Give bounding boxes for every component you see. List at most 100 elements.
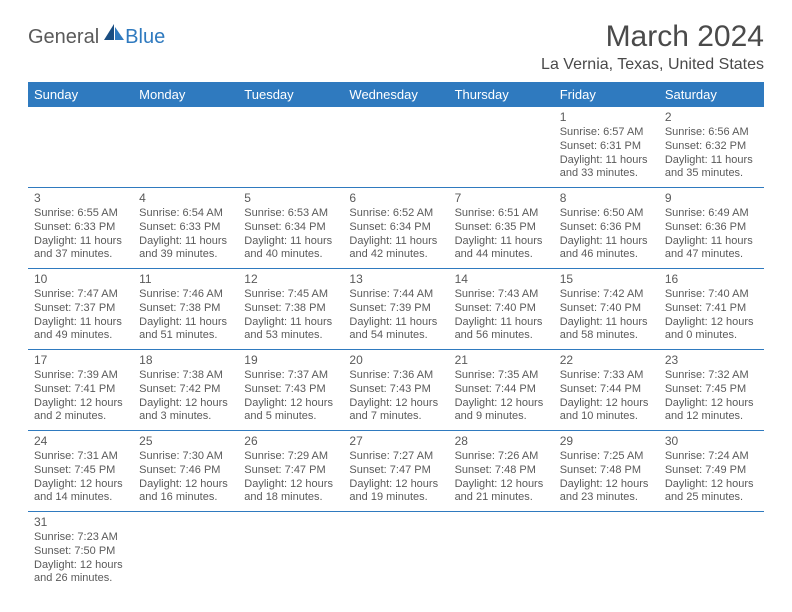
day-detail: Sunset: 7:45 PM [34,464,127,478]
day-number: 10 [34,272,127,287]
logo-text-general: General [28,26,99,49]
day-detail: and 33 minutes. [560,167,653,181]
day-detail: Daylight: 12 hours [34,559,127,573]
calendar-day: 23Sunrise: 7:32 AMSunset: 7:45 PMDayligh… [659,350,764,431]
day-header: Sunday [28,82,133,107]
logo-text-blue: Blue [125,26,165,49]
day-detail: Sunset: 7:40 PM [560,302,653,316]
day-detail: Sunset: 6:34 PM [349,221,442,235]
day-detail: Sunrise: 7:40 AM [665,288,758,302]
calendar-day: 20Sunrise: 7:36 AMSunset: 7:43 PMDayligh… [343,350,448,431]
day-detail: Daylight: 12 hours [139,397,232,411]
day-detail: Sunset: 6:35 PM [455,221,548,235]
day-detail: Sunrise: 6:57 AM [560,126,653,140]
calendar-day: 27Sunrise: 7:27 AMSunset: 7:47 PMDayligh… [343,431,448,512]
day-detail: and 54 minutes. [349,329,442,343]
day-detail: Sunset: 7:40 PM [455,302,548,316]
day-detail: Sunset: 6:34 PM [244,221,337,235]
day-number: 31 [34,515,127,530]
day-detail: Daylight: 11 hours [455,316,548,330]
day-detail: Sunset: 7:49 PM [665,464,758,478]
day-detail: Daylight: 11 hours [455,235,548,249]
day-detail: Sunset: 7:38 PM [244,302,337,316]
calendar-day: 13Sunrise: 7:44 AMSunset: 7:39 PMDayligh… [343,269,448,350]
day-detail: and 10 minutes. [560,410,653,424]
day-detail: Daylight: 11 hours [665,235,758,249]
calendar-week: 24Sunrise: 7:31 AMSunset: 7:45 PMDayligh… [28,431,764,512]
calendar-day: 8Sunrise: 6:50 AMSunset: 6:36 PMDaylight… [554,188,659,269]
day-detail: and 16 minutes. [139,491,232,505]
day-number: 15 [560,272,653,287]
calendar-day: 24Sunrise: 7:31 AMSunset: 7:45 PMDayligh… [28,431,133,512]
day-number: 19 [244,353,337,368]
day-detail: Sunrise: 7:44 AM [349,288,442,302]
day-detail: Daylight: 12 hours [665,478,758,492]
calendar-day-empty [133,107,238,188]
day-detail: and 35 minutes. [665,167,758,181]
day-number: 18 [139,353,232,368]
day-detail: Daylight: 12 hours [665,397,758,411]
day-detail: Sunrise: 7:23 AM [34,531,127,545]
day-number: 2 [665,110,758,125]
day-detail: and 2 minutes. [34,410,127,424]
calendar-day: 16Sunrise: 7:40 AMSunset: 7:41 PMDayligh… [659,269,764,350]
calendar-day: 3Sunrise: 6:55 AMSunset: 6:33 PMDaylight… [28,188,133,269]
calendar-day-empty [449,512,554,593]
day-detail: and 9 minutes. [455,410,548,424]
day-header: Thursday [449,82,554,107]
day-number: 23 [665,353,758,368]
day-detail: and 42 minutes. [349,248,442,262]
calendar-day: 17Sunrise: 7:39 AMSunset: 7:41 PMDayligh… [28,350,133,431]
day-detail: Sunrise: 6:54 AM [139,207,232,221]
calendar-day-empty [28,107,133,188]
day-detail: Sunrise: 7:29 AM [244,450,337,464]
day-detail: Sunset: 7:48 PM [455,464,548,478]
header: General Blue March 2024 La Vernia, Texas… [28,20,764,74]
calendar-day: 26Sunrise: 7:29 AMSunset: 7:47 PMDayligh… [238,431,343,512]
day-detail: Sunrise: 7:45 AM [244,288,337,302]
day-detail: and 5 minutes. [244,410,337,424]
day-detail: Daylight: 12 hours [560,478,653,492]
day-detail: Daylight: 12 hours [34,397,127,411]
day-detail: and 56 minutes. [455,329,548,343]
day-detail: and 23 minutes. [560,491,653,505]
day-number: 26 [244,434,337,449]
calendar-day: 21Sunrise: 7:35 AMSunset: 7:44 PMDayligh… [449,350,554,431]
calendar-week: 10Sunrise: 7:47 AMSunset: 7:37 PMDayligh… [28,269,764,350]
calendar-day: 19Sunrise: 7:37 AMSunset: 7:43 PMDayligh… [238,350,343,431]
day-detail: and 18 minutes. [244,491,337,505]
calendar-body: 1Sunrise: 6:57 AMSunset: 6:31 PMDaylight… [28,107,764,592]
day-number: 16 [665,272,758,287]
calendar-day-empty [133,512,238,593]
day-detail: Daylight: 11 hours [34,235,127,249]
calendar-day-empty [659,512,764,593]
month-title: March 2024 [541,20,764,54]
day-detail: and 19 minutes. [349,491,442,505]
day-detail: Sunrise: 7:36 AM [349,369,442,383]
calendar-day: 1Sunrise: 6:57 AMSunset: 6:31 PMDaylight… [554,107,659,188]
day-detail: Sunrise: 6:56 AM [665,126,758,140]
day-detail: Sunset: 7:44 PM [560,383,653,397]
day-number: 25 [139,434,232,449]
day-detail: Sunrise: 7:39 AM [34,369,127,383]
day-detail: Sunrise: 7:42 AM [560,288,653,302]
day-number: 14 [455,272,548,287]
day-detail: and 40 minutes. [244,248,337,262]
logo-sail-icon [103,23,125,46]
day-number: 5 [244,191,337,206]
day-header: Monday [133,82,238,107]
day-detail: Sunset: 7:38 PM [139,302,232,316]
calendar-day: 5Sunrise: 6:53 AMSunset: 6:34 PMDaylight… [238,188,343,269]
day-detail: and 46 minutes. [560,248,653,262]
day-number: 22 [560,353,653,368]
day-number: 20 [349,353,442,368]
day-detail: Daylight: 12 hours [665,316,758,330]
day-detail: Daylight: 11 hours [244,316,337,330]
calendar-day: 22Sunrise: 7:33 AMSunset: 7:44 PMDayligh… [554,350,659,431]
day-detail: Sunrise: 7:46 AM [139,288,232,302]
day-detail: Sunset: 6:33 PM [139,221,232,235]
calendar-day: 9Sunrise: 6:49 AMSunset: 6:36 PMDaylight… [659,188,764,269]
calendar-day: 31Sunrise: 7:23 AMSunset: 7:50 PMDayligh… [28,512,133,593]
day-detail: and 47 minutes. [665,248,758,262]
day-detail: Daylight: 11 hours [560,154,653,168]
